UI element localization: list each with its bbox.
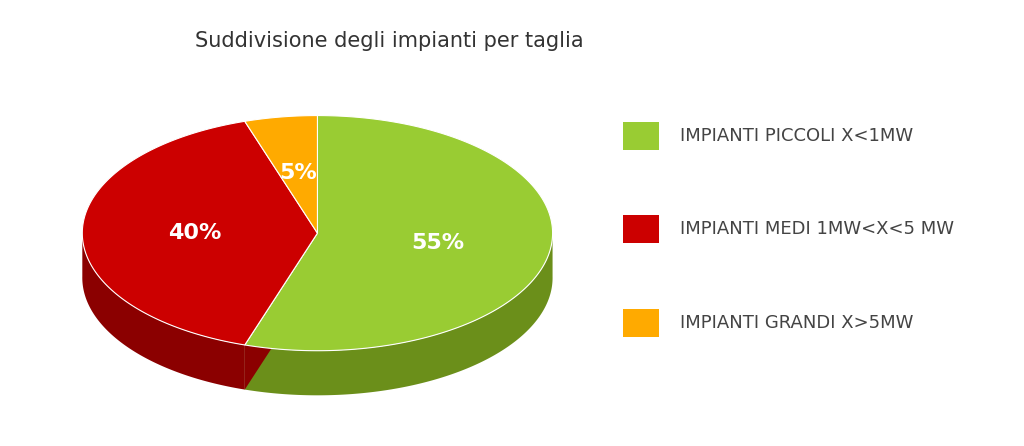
Text: 40%: 40% xyxy=(169,223,222,243)
Bar xyxy=(623,309,659,337)
Polygon shape xyxy=(245,121,317,278)
Text: Suddivisione degli impianti per taglia: Suddivisione degli impianti per taglia xyxy=(195,31,584,51)
Polygon shape xyxy=(245,116,317,233)
Text: IMPIANTI PICCOLI X<1MW: IMPIANTI PICCOLI X<1MW xyxy=(680,127,913,145)
Text: 5%: 5% xyxy=(280,163,317,183)
Polygon shape xyxy=(245,116,553,351)
Polygon shape xyxy=(245,233,317,389)
Text: IMPIANTI MEDI 1MW<X<5 MW: IMPIANTI MEDI 1MW<X<5 MW xyxy=(680,220,954,238)
Polygon shape xyxy=(245,121,317,278)
Polygon shape xyxy=(82,231,245,389)
Bar xyxy=(623,122,659,150)
Polygon shape xyxy=(82,121,317,345)
Bar xyxy=(623,215,659,244)
Polygon shape xyxy=(245,232,553,395)
Polygon shape xyxy=(245,233,317,389)
Text: IMPIANTI GRANDI X>5MW: IMPIANTI GRANDI X>5MW xyxy=(680,314,913,332)
Text: 55%: 55% xyxy=(412,233,465,253)
